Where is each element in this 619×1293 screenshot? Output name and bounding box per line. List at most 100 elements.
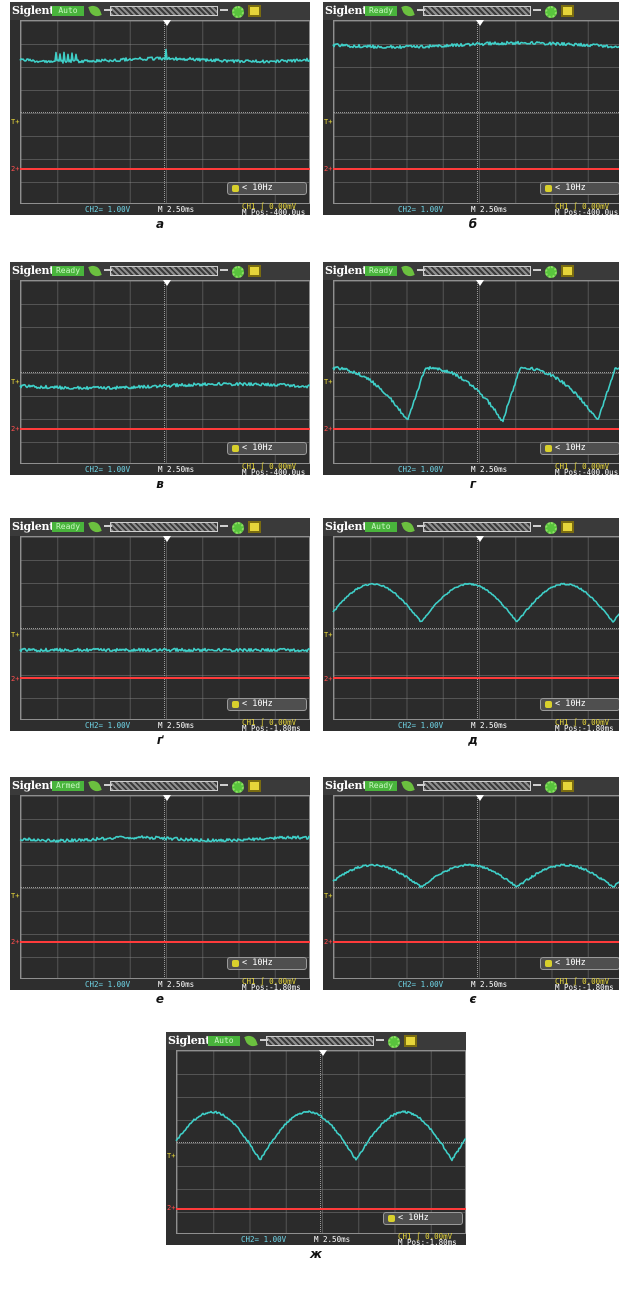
memory-left-tick <box>260 1039 268 1041</box>
scope-screen: Siglent Ready T+ 2+ < 10Hz <box>10 518 310 731</box>
ch2-scale: CH2= 1.00V <box>398 465 444 474</box>
scope-screen: Siglent Ready T+ 2+ < 10Hz <box>323 2 619 215</box>
memory-left-tick <box>104 269 112 271</box>
panel-caption: ґ <box>156 733 164 747</box>
panel-caption: б <box>468 217 478 231</box>
gear-icon <box>545 522 557 534</box>
memory-right-tick <box>533 9 541 11</box>
scope-top-bar: Siglent Auto <box>323 518 619 536</box>
trigger-status-badge: Ready <box>365 781 397 791</box>
ch1-trigger-level: CH1 ∫ 0.00mV <box>242 202 297 211</box>
frequency-readout: < 10Hz <box>540 698 619 711</box>
trigger-status-badge: Ready <box>52 522 84 532</box>
ch1-waveform <box>332 366 619 423</box>
ch1-trigger-level: CH1 ∫ 0.00mV <box>555 462 610 471</box>
memory-depth-bar <box>423 781 531 791</box>
ch1-waveform <box>19 48 310 64</box>
horizontal-position: M Pos:-400.0μs <box>555 208 619 216</box>
ch1-level-marker: T+ <box>11 378 20 386</box>
frequency-text: < 10Hz <box>555 958 586 968</box>
ch2-scale: CH2= 1.00V <box>85 205 131 214</box>
timebase: M 2.50ms <box>471 205 508 214</box>
ch1-trace <box>19 48 310 64</box>
center-horizontal-axis <box>333 887 619 888</box>
scope-panel-9: Siglent Auto T+ 2+ < 10Hz <box>166 1032 466 1261</box>
horizontal-position: M Pos:-1.80ms <box>555 983 614 991</box>
scope-panel-1: Siglent Auto T+ 2+ < 10Hz <box>10 2 310 231</box>
scope-panel-6: Siglent Auto T+ 2+ < 10Hz <box>323 518 619 747</box>
scope-screen: Siglent Auto T+ 2+ < 10Hz <box>166 1032 466 1245</box>
center-horizontal-axis <box>333 628 619 629</box>
scope-screen: Siglent Ready T+ 2+ < 10Hz <box>10 262 310 475</box>
scope-top-bar: Siglent Ready <box>323 2 619 20</box>
leaf-icon <box>244 1033 258 1049</box>
frequency-text: < 10Hz <box>242 958 273 968</box>
trigger-status-badge: Ready <box>52 266 84 276</box>
frequency-text: < 10Hz <box>242 443 273 453</box>
trigger-position-arrow <box>163 280 171 286</box>
center-horizontal-axis <box>20 628 310 629</box>
center-horizontal-axis <box>20 112 310 113</box>
ch2-scale: CH2= 1.00V <box>398 205 444 214</box>
memory-depth-bar <box>110 522 218 532</box>
scope-screen: Siglent Armed T+ 2+ < 10Hz <box>10 777 310 990</box>
usb-icon <box>248 5 261 17</box>
center-horizontal-axis <box>176 1142 466 1143</box>
scope-screen: Siglent Ready T+ 2+ < 10Hz <box>323 777 619 990</box>
brand-logo: Siglent <box>12 264 54 277</box>
memory-left-tick <box>104 9 112 11</box>
leaf-icon <box>88 778 102 794</box>
scope-screen: Siglent Auto T+ 2+ < 10Hz <box>10 2 310 215</box>
frequency-readout: < 10Hz <box>540 442 619 455</box>
memory-depth-bar <box>266 1036 374 1046</box>
memory-left-tick <box>104 784 112 786</box>
panel-caption: в <box>156 477 164 491</box>
ch2-scale: CH2= 1.00V <box>85 980 131 989</box>
gear-icon <box>545 266 557 278</box>
trigger-status-badge: Auto <box>208 1036 240 1046</box>
ch2-level-marker: 2+ <box>324 938 333 946</box>
ch2-level-marker: 2+ <box>11 425 20 433</box>
leaf-icon <box>401 3 415 19</box>
memory-right-tick <box>220 269 228 271</box>
trigger-status-badge: Auto <box>365 522 397 532</box>
ch1-trace <box>332 582 619 623</box>
usb-icon <box>561 780 574 792</box>
frequency-text: < 10Hz <box>398 1213 429 1223</box>
brand-logo: Siglent <box>325 264 367 277</box>
usb-icon <box>248 780 261 792</box>
ch1-trace <box>332 40 619 50</box>
frequency-text: < 10Hz <box>555 443 586 453</box>
horizontal-position: M Pos:-1.80ms <box>242 983 301 991</box>
scope-top-bar: Siglent Ready <box>323 777 619 795</box>
memory-right-tick <box>220 9 228 11</box>
brand-logo: Siglent <box>325 520 367 533</box>
brand-logo: Siglent <box>168 1034 210 1047</box>
panel-caption: г <box>469 477 477 491</box>
ch1-waveform <box>175 1110 466 1162</box>
ch2-trace <box>20 941 310 943</box>
horizontal-position: M Pos:-1.80ms <box>555 724 614 732</box>
frequency-icon <box>545 960 552 967</box>
trigger-status-badge: Ready <box>365 6 397 16</box>
memory-depth-bar <box>110 781 218 791</box>
trigger-position-arrow <box>476 536 484 542</box>
horizontal-position: M Pos:-1.80ms <box>398 1238 457 1246</box>
scope-top-bar: Siglent Auto <box>166 1032 466 1050</box>
memory-depth-bar <box>423 522 531 532</box>
timebase: M 2.50ms <box>314 1235 351 1244</box>
ch1-trigger-level: CH1 ∫ 0.00mV <box>398 1232 453 1241</box>
memory-left-tick <box>104 525 112 527</box>
scope-panel-3: Siglent Ready T+ 2+ < 10Hz <box>10 262 310 491</box>
ch1-trace <box>19 835 310 843</box>
gear-icon <box>232 266 244 278</box>
trigger-position-arrow <box>163 20 171 26</box>
frequency-icon <box>545 185 552 192</box>
gear-icon <box>232 522 244 534</box>
memory-depth-bar <box>423 6 531 16</box>
panel-caption: ж <box>310 1247 322 1261</box>
leaf-icon <box>401 519 415 535</box>
memory-left-tick <box>417 525 425 527</box>
scope-panel-4: Siglent Ready T+ 2+ < 10Hz <box>323 262 619 491</box>
memory-left-tick <box>417 9 425 11</box>
